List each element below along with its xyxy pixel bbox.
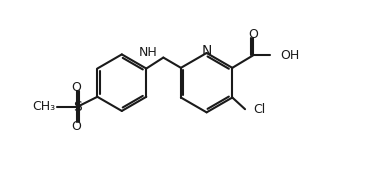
- Text: O: O: [71, 81, 81, 94]
- Text: S: S: [73, 100, 81, 114]
- Text: CH₃: CH₃: [32, 100, 55, 113]
- Text: O: O: [71, 120, 81, 133]
- Text: Cl: Cl: [253, 103, 265, 116]
- Text: O: O: [248, 28, 258, 41]
- Text: N: N: [201, 44, 212, 58]
- Text: NH: NH: [138, 46, 157, 59]
- Text: OH: OH: [280, 49, 299, 62]
